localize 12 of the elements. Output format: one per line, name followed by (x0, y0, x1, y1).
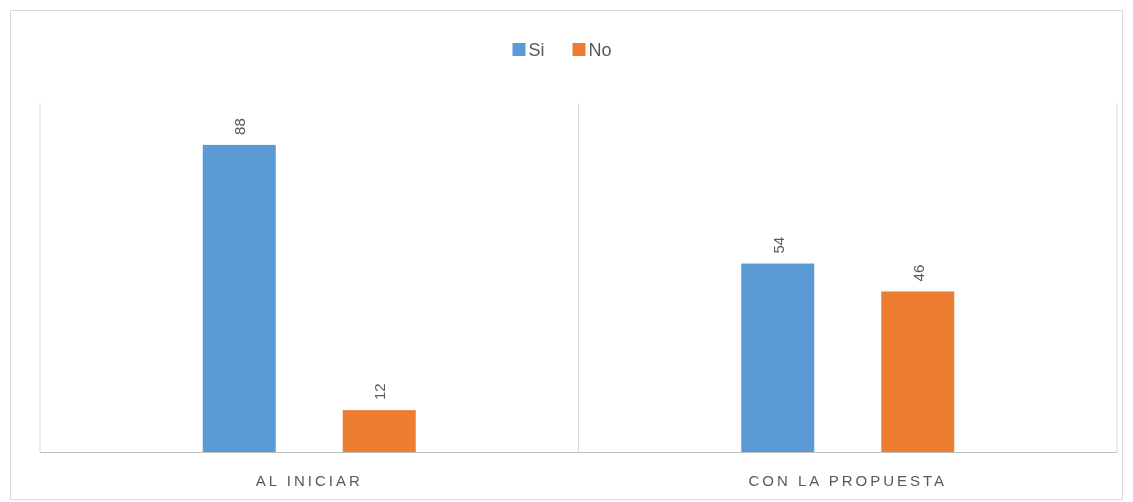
bar (342, 410, 416, 452)
data-label: 46 (909, 264, 927, 282)
bar (881, 291, 955, 452)
x-tick-label: CON LA PROPUESTA (748, 472, 948, 489)
x-tick-label: AL INICIAR (255, 472, 363, 489)
legend-label: Si (528, 40, 545, 60)
data-label: 88 (231, 118, 249, 135)
legend-label: No (588, 40, 612, 60)
bar (741, 263, 815, 452)
data-label: 54 (769, 236, 787, 254)
data-label: 12 (371, 383, 389, 401)
bar (202, 144, 276, 452)
